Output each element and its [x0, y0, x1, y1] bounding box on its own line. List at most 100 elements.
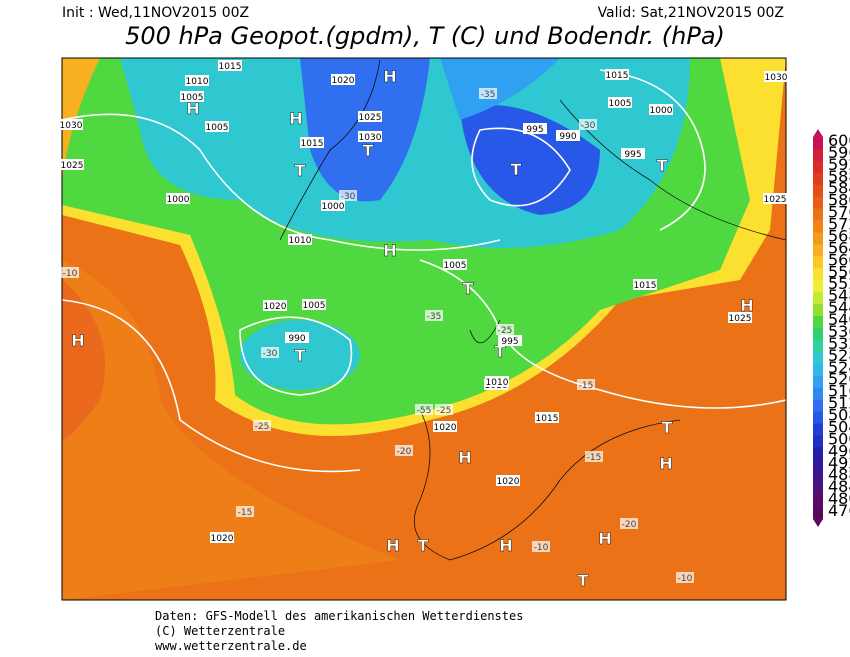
colorbar-swatch: [813, 351, 823, 365]
isobar-label: 1005: [303, 301, 326, 311]
colorbar-swatch: [813, 375, 823, 389]
isobar-label: 1025: [359, 113, 382, 123]
pressure-center: H: [383, 67, 396, 86]
pressure-center: T: [495, 342, 506, 361]
colorbar-label: 572: [828, 215, 850, 234]
colorbar-label: 500: [828, 429, 850, 448]
colorbar-swatch: [813, 459, 823, 472]
isobar-label-box: [166, 193, 190, 204]
isobar-label: 1005: [444, 261, 467, 271]
isobar-label: 1000: [650, 106, 673, 116]
colorbar-label: 520: [828, 370, 850, 389]
colorbar-swatch: [813, 256, 823, 269]
temperature-label: -25: [255, 422, 270, 432]
pressure-center: T: [657, 156, 668, 175]
pressure-center: H: [71, 331, 84, 350]
valid-time: Valid: Sat,21NOV2015 00Z: [598, 5, 784, 21]
isobar-label: 1020: [497, 477, 520, 487]
temperature-label: -10: [534, 543, 549, 553]
colorbar-label: 580: [828, 191, 850, 210]
colorbar-swatch: [813, 196, 823, 210]
isobar-label-box: [180, 91, 204, 102]
pressure-center: T: [418, 536, 429, 555]
isobar-label: 1020: [434, 423, 457, 433]
temperature-label-box: [676, 572, 694, 583]
map-title: 500 hPa Geopot.(gpdm), T (C) und Bodendr…: [125, 22, 725, 50]
isobar-label: 1030: [359, 133, 382, 143]
temperature-label: -30: [263, 349, 278, 359]
isobar-label-box: [443, 259, 467, 270]
isobar-label: 995: [526, 125, 543, 135]
temperature-label: -10: [63, 269, 78, 279]
pressure-center: H: [186, 99, 199, 118]
colorbar-label: 480: [828, 489, 850, 508]
isobar-label-box: [288, 234, 312, 245]
colorbar-label: 588: [828, 167, 850, 186]
pressure-center: H: [386, 536, 399, 555]
isobar-label-box: [496, 475, 520, 486]
isobar-label-box: [321, 200, 345, 211]
temperature-label-box: [435, 404, 453, 415]
colorbar-swatch: [813, 268, 823, 281]
colorbar-swatch: [813, 292, 823, 305]
isobar-label: 1015: [634, 281, 657, 291]
isobar-label: 1025: [729, 314, 752, 324]
colorbar-label: 524: [828, 358, 850, 377]
colorbar-label: 556: [828, 262, 850, 281]
colorbar-label: 544: [828, 298, 850, 317]
temperature-label-box: [61, 267, 79, 278]
colorbar-label: 528: [828, 346, 850, 365]
isobar-label-box: [300, 137, 324, 148]
isobar-label: 1020: [332, 76, 355, 86]
colorbar-swatch: [813, 172, 823, 186]
colorbar-swatch: [813, 495, 823, 508]
colorbar-swatch: [813, 483, 823, 496]
pressure-center: T: [295, 346, 306, 365]
isobar-label-box: [633, 279, 657, 290]
map: [62, 58, 786, 600]
colorbar-label: 504: [828, 417, 850, 436]
temperature-label-box: [577, 379, 595, 390]
pressure-center: T: [511, 160, 522, 179]
colorbar-swatch: [813, 399, 823, 413]
isobar-label-box: [556, 130, 580, 141]
isobar-label: 1010: [289, 236, 312, 246]
isobar-label-box: [523, 123, 547, 134]
temperature-label-box: [496, 324, 514, 335]
colorbar-label: 488: [828, 465, 850, 484]
temperature-label: -30: [341, 192, 356, 202]
temperature-label: -35: [481, 90, 496, 100]
isobar-label: 1015: [536, 414, 559, 424]
temperature-label: -20: [622, 520, 637, 530]
colorbar-label: 596: [828, 143, 850, 162]
pressure-center: H: [598, 529, 611, 548]
temperature-label-box: [532, 541, 550, 552]
temperature-label: -15: [238, 508, 253, 518]
isobar-label: 1010: [486, 378, 509, 388]
colorbar-label: 508: [828, 406, 850, 425]
colorbar-swatch: [813, 137, 823, 150]
isobar-label: 1015: [301, 139, 324, 149]
isobar-label-box: [210, 532, 234, 543]
temperature-label: -10: [678, 574, 693, 584]
isobar-label: 1005: [609, 99, 632, 109]
pressure-center: T: [363, 141, 374, 160]
isobar-label: 990: [559, 132, 576, 142]
isobar-label-box: [302, 299, 326, 310]
colorbar-swatch: [813, 339, 823, 353]
colorbar-swatch: [813, 316, 823, 329]
temperature-label: -25: [437, 406, 452, 416]
pressure-center: T: [662, 418, 673, 437]
isobar-label-box: [485, 376, 509, 387]
temperature-label-box: [395, 445, 413, 456]
colorbar-label: 484: [828, 477, 850, 496]
colorbar-swatch: [813, 160, 823, 174]
isobar-label-box: [60, 159, 84, 170]
pressure-center: H: [740, 296, 753, 315]
colorbar-label: 564: [828, 238, 850, 257]
colorbar-label: 536: [828, 322, 850, 341]
colorbar-swatch: [813, 411, 823, 424]
colorbar-label: 476: [828, 501, 850, 520]
colorbar-label: 540: [828, 310, 850, 329]
isobar-label-box: [358, 111, 382, 122]
